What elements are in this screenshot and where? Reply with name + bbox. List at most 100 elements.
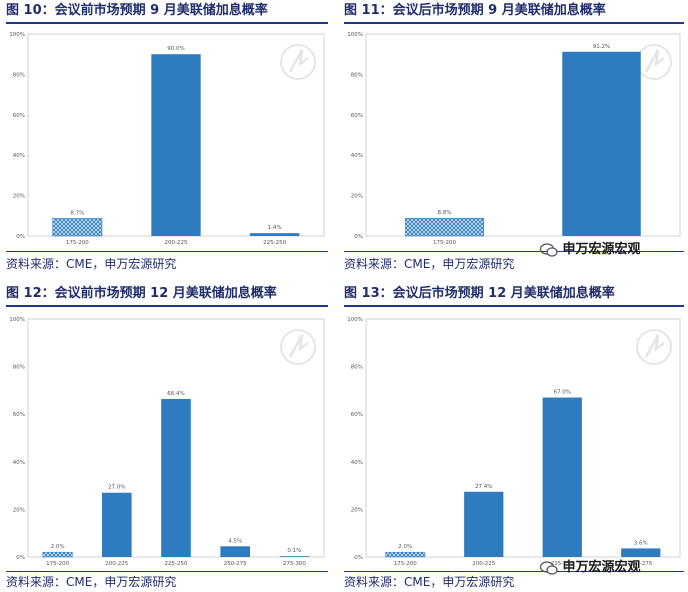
bar bbox=[542, 397, 582, 557]
bar-chart: 0% 20% 40% 60% 80% 100% 2.0% 175-200 27.4% 200-22… bbox=[347, 317, 681, 567]
y-tick-label: 0% bbox=[354, 555, 363, 561]
sw-logo-icon bbox=[636, 44, 672, 80]
title-rule bbox=[344, 22, 684, 24]
x-tick-label: 175-200 bbox=[66, 240, 89, 246]
y-tick-label: 0% bbox=[354, 234, 363, 240]
sw-logo-icon bbox=[636, 329, 672, 365]
bar-chart: 0% 20% 40% 60% 80% 100% 8.8% 175-200 91.2% bbox=[347, 32, 681, 246]
y-tick-label: 20% bbox=[13, 194, 25, 200]
y-tick-label: 80% bbox=[13, 72, 25, 78]
value-label: 2.0% bbox=[51, 544, 65, 550]
wechat-icon bbox=[539, 560, 558, 575]
x-tick-label: 225-250 bbox=[551, 561, 574, 567]
wechat-icon bbox=[539, 242, 558, 257]
figure-title: 图 12：会议前市场预期 12 月美联储加息概率 bbox=[6, 286, 277, 301]
value-label: 90.0% bbox=[167, 46, 184, 52]
x-tick-label: 225-250 bbox=[165, 561, 188, 567]
value-label: 8.8% bbox=[438, 210, 452, 216]
y-tick-label: 0% bbox=[16, 234, 25, 240]
figure-title: 图 11：会议后市场预期 9 月美联储加息概率 bbox=[344, 3, 606, 18]
value-label: 1.4% bbox=[268, 225, 282, 231]
y-tick-label: 40% bbox=[13, 153, 25, 159]
y-tick-label: 0% bbox=[16, 555, 25, 561]
figure-panel-12: 图 12：会议前市场预期 12 月美联储加息概率 0% 20% 40% 60% 80% 1… bbox=[6, 283, 328, 589]
bar bbox=[161, 398, 191, 557]
x-tick-label: 275-300 bbox=[283, 561, 306, 567]
x-tick-label: 250-275 bbox=[629, 561, 652, 567]
y-tick-label: 20% bbox=[13, 507, 25, 513]
y-tick-label: 100% bbox=[347, 32, 363, 38]
bar-chart: 0% 20% 40% 60% 80% 100% 2.0% 175-200 27.0% 200-22… bbox=[9, 317, 325, 567]
y-tick-label: 60% bbox=[13, 113, 25, 119]
brand-mark-bottom: 申万宏源宏观 bbox=[539, 556, 641, 575]
source-note: 资料来源：CME，申万宏源研究 bbox=[344, 257, 515, 271]
figure-panel-13: 图 13：会议后市场预期 12 月美联储加息概率 0% 20% 40% 60% 80% 1… bbox=[344, 283, 684, 589]
bar bbox=[279, 556, 310, 557]
x-tick-label: 250-275 bbox=[224, 561, 247, 567]
source-note: 资料来源：CME，申万宏源研究 bbox=[6, 575, 177, 589]
value-label: 8.7% bbox=[70, 210, 84, 216]
bar bbox=[464, 491, 504, 557]
x-tick-label: 200-225 bbox=[472, 561, 495, 567]
bar bbox=[52, 218, 103, 237]
value-label: 27.0% bbox=[108, 485, 125, 491]
source-rule bbox=[6, 571, 328, 572]
brand-label: 申万宏源宏观 bbox=[562, 242, 641, 257]
sw-logo-icon bbox=[280, 329, 316, 365]
y-tick-label: 40% bbox=[13, 460, 25, 466]
source-rule bbox=[6, 251, 328, 252]
title-rule bbox=[6, 22, 328, 24]
bar bbox=[562, 51, 641, 236]
bar bbox=[404, 217, 485, 237]
title-rule bbox=[6, 305, 328, 307]
figure-title: 图 13：会议后市场预期 12 月美联储加息概率 bbox=[344, 286, 615, 301]
y-tick-label: 80% bbox=[351, 365, 363, 371]
y-tick-label: 40% bbox=[351, 460, 363, 466]
x-tick-label: 175-200 bbox=[433, 240, 456, 246]
value-label: 4.5% bbox=[228, 538, 242, 544]
value-label: 2.0% bbox=[398, 544, 412, 550]
value-label: 3.6% bbox=[634, 540, 648, 546]
bar bbox=[621, 548, 661, 557]
y-tick-label: 100% bbox=[347, 317, 363, 323]
y-tick-label: 20% bbox=[351, 507, 363, 513]
title-rule bbox=[344, 305, 684, 307]
plot-frame bbox=[365, 33, 681, 237]
value-label: 66.4% bbox=[167, 391, 184, 397]
brand-label: 申万宏源宏观 bbox=[562, 560, 641, 575]
y-tick-label: 80% bbox=[13, 365, 25, 371]
y-tick-label: 60% bbox=[13, 412, 25, 418]
value-label: 27.4% bbox=[475, 484, 492, 490]
y-tick-label: 40% bbox=[351, 153, 363, 159]
x-tick-label: 200-225 bbox=[165, 240, 188, 246]
brand-mark-top: 申万宏源宏观 bbox=[539, 238, 641, 257]
y-tick-label: 100% bbox=[9, 317, 25, 323]
value-label: 67.0% bbox=[554, 390, 571, 396]
y-tick-label: 60% bbox=[351, 113, 363, 119]
x-tick-label: 200-225 bbox=[105, 561, 128, 567]
y-tick-label: 60% bbox=[351, 412, 363, 418]
source-note: 资料来源：CME，申万宏源研究 bbox=[344, 575, 515, 589]
sw-logo-icon bbox=[280, 44, 316, 80]
x-tick-label: 225-250 bbox=[263, 240, 286, 246]
bar bbox=[250, 233, 300, 236]
y-tick-label: 100% bbox=[9, 32, 25, 38]
y-tick-label: 80% bbox=[351, 72, 363, 78]
value-label: 91.2% bbox=[593, 44, 610, 50]
bar bbox=[385, 551, 426, 558]
bar-chart: 0% 20% 40% 60% 80% 100% 8.7% 175-200 90.0% 200-22… bbox=[9, 32, 325, 246]
figure-panel-10: 图 10：会议前市场预期 9 月美联储加息概率 0% 20% 40% 60% 80% 10… bbox=[6, 0, 328, 276]
bar bbox=[220, 546, 250, 557]
y-tick-label: 20% bbox=[351, 194, 363, 200]
figure-panel-11: 图 11：会议后市场预期 9 月美联储加息概率 0% 20% 40% 60% 80% 10… bbox=[344, 0, 684, 276]
bar bbox=[102, 492, 132, 557]
source-rule bbox=[344, 571, 684, 572]
bar bbox=[42, 551, 73, 558]
x-tick-label: 175-200 bbox=[394, 561, 417, 567]
plot-frame bbox=[365, 318, 681, 558]
x-tick-label: 175-200 bbox=[46, 561, 69, 567]
bar bbox=[151, 54, 201, 237]
figure-title: 图 10：会议前市场预期 9 月美联储加息概率 bbox=[6, 3, 268, 18]
source-note: 资料来源：CME，申万宏源研究 bbox=[6, 257, 177, 271]
value-label: 0.1% bbox=[287, 548, 301, 554]
